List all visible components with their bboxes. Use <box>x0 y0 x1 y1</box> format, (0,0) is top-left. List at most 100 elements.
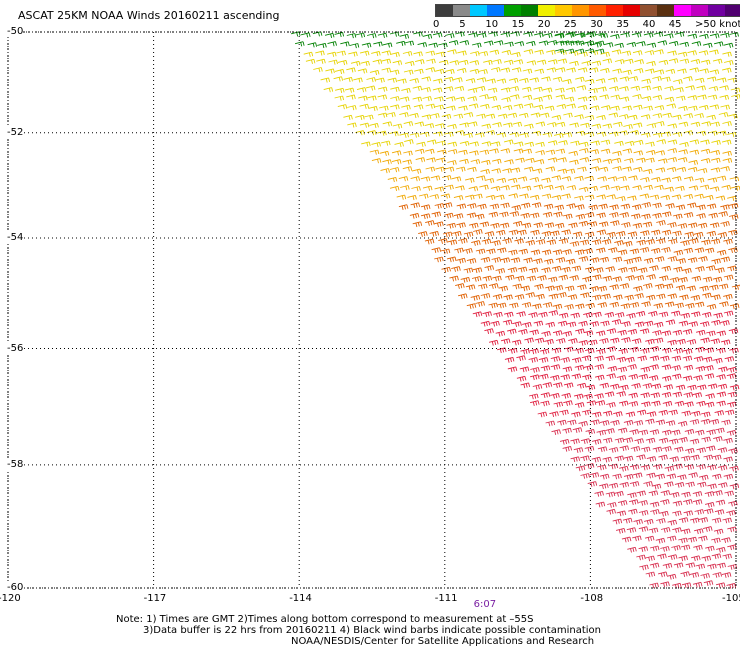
wind-barb <box>534 159 545 165</box>
wind-barb <box>599 382 610 389</box>
wind-barb <box>706 330 716 337</box>
wind-barb <box>572 231 583 238</box>
wind-barb <box>616 356 626 363</box>
wind-barb <box>589 166 600 172</box>
wind-barb <box>641 202 652 208</box>
wind-barb <box>649 501 660 508</box>
wind-barb <box>529 212 540 219</box>
wind-barb <box>643 105 653 111</box>
wind-barb <box>652 202 662 209</box>
wind-barb <box>673 249 684 256</box>
wind-barb <box>680 455 691 462</box>
wind-barb <box>516 375 527 382</box>
wind-barb <box>584 40 595 46</box>
wind-barb <box>517 266 528 273</box>
wind-barb <box>612 276 623 283</box>
wind-barb <box>664 96 675 102</box>
wind-barb <box>692 581 703 588</box>
wind-barb <box>722 51 732 57</box>
wind-barb <box>482 275 493 282</box>
wind-barb <box>479 149 490 155</box>
wind-barb <box>508 193 519 199</box>
wind-barb <box>620 303 631 310</box>
wind-barb <box>636 41 646 47</box>
wind-barb <box>544 105 555 111</box>
wind-barb <box>716 77 727 83</box>
wind-barb <box>529 177 540 183</box>
map-title: ASCAT 25KM NOAA Winds 20160211 ascending <box>18 9 280 22</box>
wind-barb <box>578 420 588 427</box>
wind-barb <box>481 141 492 147</box>
wind-barb <box>523 31 533 37</box>
wind-barb <box>479 221 490 228</box>
wind-barb <box>584 32 595 38</box>
wind-barb <box>692 392 703 399</box>
wind-barb <box>727 544 737 551</box>
wind-barb <box>524 337 534 344</box>
wind-barb <box>477 283 488 290</box>
wind-barb <box>491 104 502 111</box>
wind-barb <box>434 104 444 110</box>
wind-barb <box>543 203 554 210</box>
wind-barb <box>479 94 489 100</box>
wind-barb <box>689 438 700 445</box>
wind-barb <box>548 310 559 316</box>
wind-barb <box>583 248 593 255</box>
wind-barb <box>518 112 529 119</box>
wind-barb <box>463 132 473 139</box>
wind-barb <box>472 267 483 274</box>
wind-barb <box>585 384 596 391</box>
wind-barb <box>404 40 415 46</box>
wind-barb <box>394 141 404 148</box>
wind-barb <box>713 41 724 47</box>
wind-barb <box>640 464 651 471</box>
wind-barb <box>704 247 715 254</box>
wind-barb <box>469 68 480 75</box>
wind-barb <box>727 229 738 236</box>
wind-barb <box>656 220 666 226</box>
wind-barb <box>437 149 447 155</box>
legend-swatch <box>453 5 470 16</box>
wind-barb <box>688 472 698 479</box>
wind-barb <box>632 472 643 479</box>
wind-barb <box>356 87 367 93</box>
wind-barb <box>584 115 595 121</box>
wind-barb <box>334 87 345 94</box>
wind-barb <box>531 130 542 137</box>
wind-barb <box>687 166 698 173</box>
wind-barb <box>716 249 727 256</box>
wind-barb <box>614 437 625 444</box>
wind-barb <box>655 150 666 156</box>
wind-barb <box>700 139 710 145</box>
wind-barb <box>699 184 710 190</box>
wind-barb <box>410 176 421 182</box>
wind-barb <box>587 95 598 101</box>
wind-barb <box>623 258 634 265</box>
wind-barb <box>488 339 499 346</box>
wind-barb <box>653 321 664 328</box>
wind-barb <box>610 220 620 227</box>
wind-barb <box>718 366 728 373</box>
wind-barb <box>629 481 640 487</box>
wind-barb <box>491 158 502 164</box>
wind-barb <box>399 112 409 118</box>
wind-barb <box>609 204 619 211</box>
wind-barb <box>483 59 493 66</box>
wind-barb <box>720 32 730 38</box>
wind-barb <box>596 464 607 471</box>
wind-barb <box>678 517 689 524</box>
wind-barb <box>434 256 444 263</box>
wind-barb <box>664 186 674 192</box>
wind-barb <box>652 113 663 119</box>
wind-barb <box>587 221 598 228</box>
wind-barb <box>577 284 587 291</box>
wind-barb <box>693 528 704 535</box>
wind-barb <box>645 555 655 562</box>
wind-barb <box>678 276 688 283</box>
wind-barb <box>613 411 623 418</box>
wind-barb <box>621 50 632 56</box>
wind-barb <box>719 94 730 101</box>
wind-barb <box>367 95 377 101</box>
wind-barb <box>523 257 533 264</box>
wind-barb <box>587 481 598 487</box>
